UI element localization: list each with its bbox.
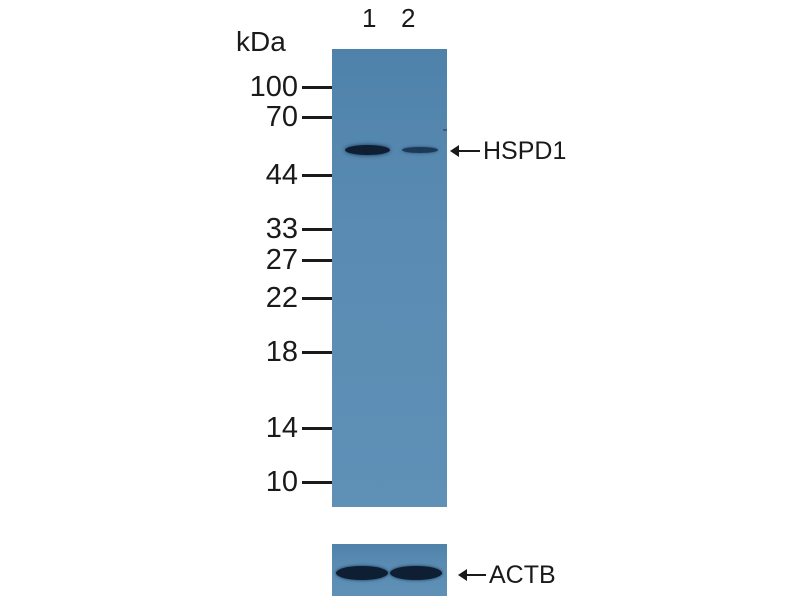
actb-arrow-icon bbox=[458, 569, 486, 581]
marker-label-18: 18 bbox=[265, 336, 298, 368]
marker-label-22: 22 bbox=[265, 282, 298, 314]
marker-tick-22 bbox=[302, 297, 332, 300]
marker-label-14: 14 bbox=[265, 412, 298, 444]
marker-tick-27 bbox=[302, 259, 332, 262]
hspd1-arrow-icon bbox=[450, 145, 480, 157]
marker-tick-14 bbox=[302, 427, 332, 430]
marker-tick-100 bbox=[302, 86, 332, 89]
marker-tick-44 bbox=[302, 174, 332, 177]
marker-label-44: 44 bbox=[265, 159, 298, 191]
lane-label-1: 1 bbox=[362, 3, 377, 33]
hspd1-band-lane-2 bbox=[402, 147, 438, 153]
kda-unit-label: kDa bbox=[236, 26, 286, 57]
lane-label-2: 2 bbox=[401, 3, 416, 33]
marker-label-100: 100 bbox=[249, 71, 298, 103]
actb-label: ACTB bbox=[489, 561, 556, 589]
actb-band-lane-1 bbox=[336, 566, 388, 580]
blot-speck bbox=[443, 129, 447, 131]
marker-label-27: 27 bbox=[265, 244, 298, 276]
main-blot-membrane bbox=[332, 49, 447, 507]
hspd1-label: HSPD1 bbox=[483, 137, 567, 165]
marker-tick-10 bbox=[302, 481, 332, 484]
marker-tick-18 bbox=[302, 351, 332, 354]
hspd1-band-lane-1 bbox=[345, 145, 390, 155]
actb-blot-membrane bbox=[332, 544, 447, 596]
marker-label-33: 33 bbox=[265, 213, 298, 245]
marker-tick-33 bbox=[302, 228, 332, 231]
actb-band-lane-2 bbox=[390, 566, 442, 580]
marker-tick-70 bbox=[302, 116, 332, 119]
marker-label-70: 70 bbox=[265, 101, 298, 133]
marker-label-10: 10 bbox=[265, 466, 298, 498]
